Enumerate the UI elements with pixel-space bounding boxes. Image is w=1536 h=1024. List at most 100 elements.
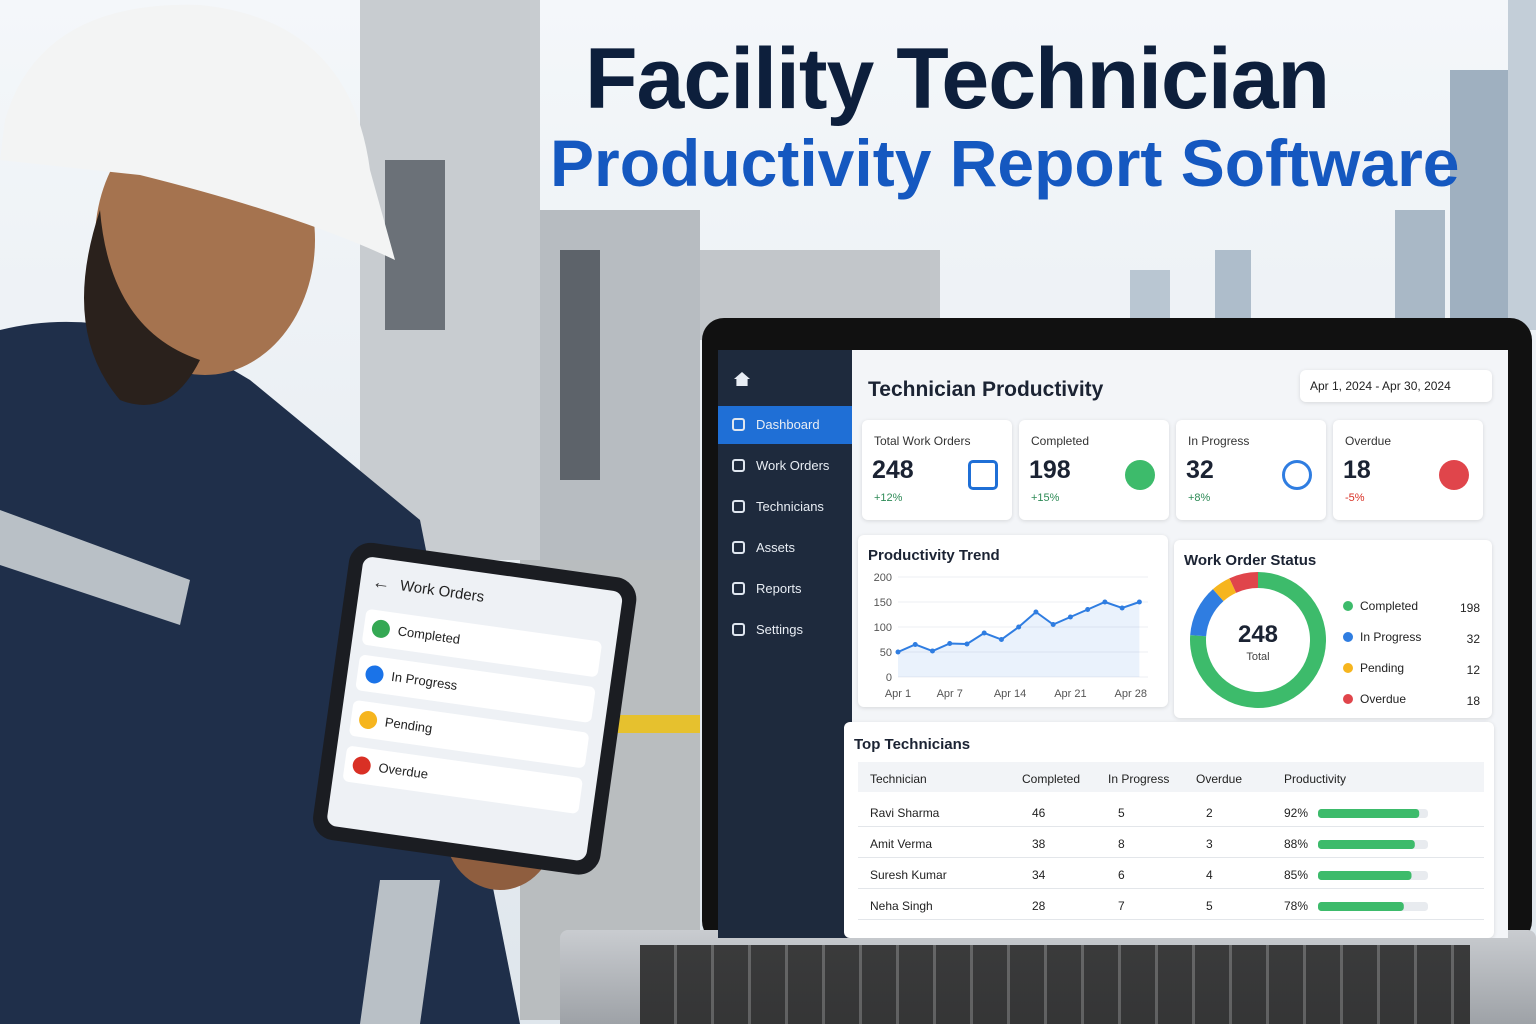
kpi-card: Total Work Orders 248 +12% — [862, 420, 1012, 520]
card-title: Work Order Status — [1184, 552, 1317, 569]
dashboard: Dashboard Work Orders Technicians Assets Rep… — [718, 350, 1508, 938]
home-icon[interactable] — [734, 372, 750, 386]
productivity-bar — [1318, 840, 1428, 849]
kpi-card: In Progress 32 +8% — [1176, 420, 1326, 520]
bar — [1318, 840, 1415, 849]
tablet: ← Work Orders Completed In Progress Pendin… — [310, 540, 640, 878]
nav-icon — [732, 541, 745, 554]
kpi-icon — [1125, 460, 1155, 490]
legend-swatch — [1343, 601, 1353, 611]
productivity-label: 78% — [1284, 899, 1309, 913]
productivity-label: 92% — [1284, 806, 1309, 820]
keyboard — [640, 945, 1470, 1024]
productivity-label: 88% — [1284, 837, 1309, 851]
nav-icon — [732, 582, 745, 595]
bar — [1318, 809, 1420, 818]
dashboard-title: Technician Productivity — [868, 378, 1104, 401]
legend-swatch — [1343, 694, 1353, 704]
donut-segment — [1190, 589, 1224, 637]
table: Technician Completed In Progress Overdue Pro… — [844, 722, 1494, 938]
trend-area — [898, 602, 1140, 677]
kpi-value: 248 — [872, 456, 914, 484]
nav-item[interactable]: Dashboard — [718, 406, 852, 444]
legend-swatch — [1343, 632, 1353, 642]
trend-point — [1119, 605, 1125, 611]
kpi-icon — [968, 460, 998, 490]
productivity-label: 85% — [1284, 868, 1309, 882]
cell-number: 5 — [1206, 899, 1213, 913]
trend-point — [1050, 622, 1056, 627]
status-chart: 248 Total Completed 198 In Progress 32 Pending… — [1190, 572, 1481, 708]
x-tick-label: Apr 28 — [1115, 688, 1147, 700]
cell-number: 38 — [1032, 837, 1046, 851]
nav-icon — [732, 623, 745, 636]
nav-icon — [732, 500, 745, 513]
cell-name: Suresh Kumar — [870, 868, 947, 882]
trend-point — [1067, 614, 1073, 620]
nav-item[interactable]: Assets — [718, 529, 852, 567]
productivity-bar — [1318, 809, 1428, 818]
trend-chart: 0 50 100 150 200 Apr 1 Apr 7 Apr 14 Apr 21 Apr 28 — [874, 572, 1148, 700]
x-tick-label: Apr 21 — [1054, 688, 1086, 700]
x-tick-label: Apr 14 — [994, 688, 1026, 700]
date-range[interactable]: Apr 1, 2024 - Apr 30, 2024 — [1300, 370, 1492, 402]
cell-number: 28 — [1032, 899, 1046, 913]
bar — [1318, 902, 1404, 911]
sidebar: Dashboard Work Orders Technicians Assets Rep… — [718, 350, 852, 938]
legend-swatch — [1343, 663, 1353, 673]
x-tick-label: Apr 1 — [885, 688, 911, 700]
trend-point — [947, 641, 953, 646]
y-tick-label: 100 — [874, 622, 892, 634]
title: Facility Technician — [585, 31, 1330, 127]
cell-number: 3 — [1206, 837, 1213, 851]
cell-name: Amit Verma — [870, 837, 933, 851]
cell-name: Ravi Sharma — [870, 806, 940, 820]
subtitle: Productivity Report Software — [550, 126, 1460, 200]
kpi-value: 32 — [1186, 456, 1214, 484]
nav-item[interactable]: Technicians — [718, 488, 852, 526]
cell-number: 34 — [1032, 868, 1046, 882]
column-header: Completed — [1022, 772, 1081, 786]
legend-value: 32 — [1467, 632, 1481, 646]
cell-number: 46 — [1032, 806, 1046, 820]
nav-item[interactable]: Work Orders — [718, 447, 852, 485]
card-title: Top Technicians — [854, 736, 971, 753]
trend-point — [1016, 624, 1022, 630]
donut-segment — [1212, 578, 1237, 602]
status-icon — [357, 709, 379, 731]
trend-point — [1102, 599, 1108, 605]
legend-value: 198 — [1460, 601, 1480, 615]
kpi-label: In Progress — [1188, 434, 1250, 448]
table-header-row — [858, 762, 1484, 792]
kpi-card: Completed 198 +15% — [1019, 420, 1169, 520]
cell-number: 2 — [1206, 806, 1213, 820]
kpi-value: 198 — [1029, 456, 1071, 484]
productivity-bar — [1318, 902, 1428, 911]
card-title: Productivity Trend — [868, 547, 1000, 564]
nav-item[interactable]: Reports — [718, 570, 852, 608]
nav-icon — [732, 459, 745, 472]
kpi-change: +12% — [874, 492, 903, 504]
trend-point — [964, 641, 970, 647]
kpi-value: 18 — [1343, 456, 1371, 484]
cell-number: 8 — [1118, 837, 1125, 851]
y-tick-label: 200 — [874, 572, 892, 584]
status-card: Work Order Status 248 Total Completed 198 In… — [1174, 540, 1492, 718]
kpi-label: Completed — [1031, 434, 1090, 448]
column-header: Technician — [870, 772, 927, 786]
trend-point — [1033, 609, 1039, 615]
legend-label: Overdue — [1360, 692, 1406, 706]
trend-point — [998, 637, 1004, 642]
column-header: Productivity — [1284, 772, 1347, 786]
nav-item[interactable]: Settings — [718, 611, 852, 649]
kpi-change: -5% — [1345, 492, 1365, 504]
trend-point — [981, 630, 987, 636]
legend-value: 18 — [1467, 694, 1481, 708]
column-header: In Progress — [1108, 772, 1170, 786]
x-tick-label: Apr 7 — [937, 688, 963, 700]
cell-number: 6 — [1118, 868, 1125, 882]
donut-center-label: Total — [1246, 651, 1269, 663]
legend-label: Pending — [1360, 661, 1404, 675]
trend-point — [895, 649, 901, 655]
